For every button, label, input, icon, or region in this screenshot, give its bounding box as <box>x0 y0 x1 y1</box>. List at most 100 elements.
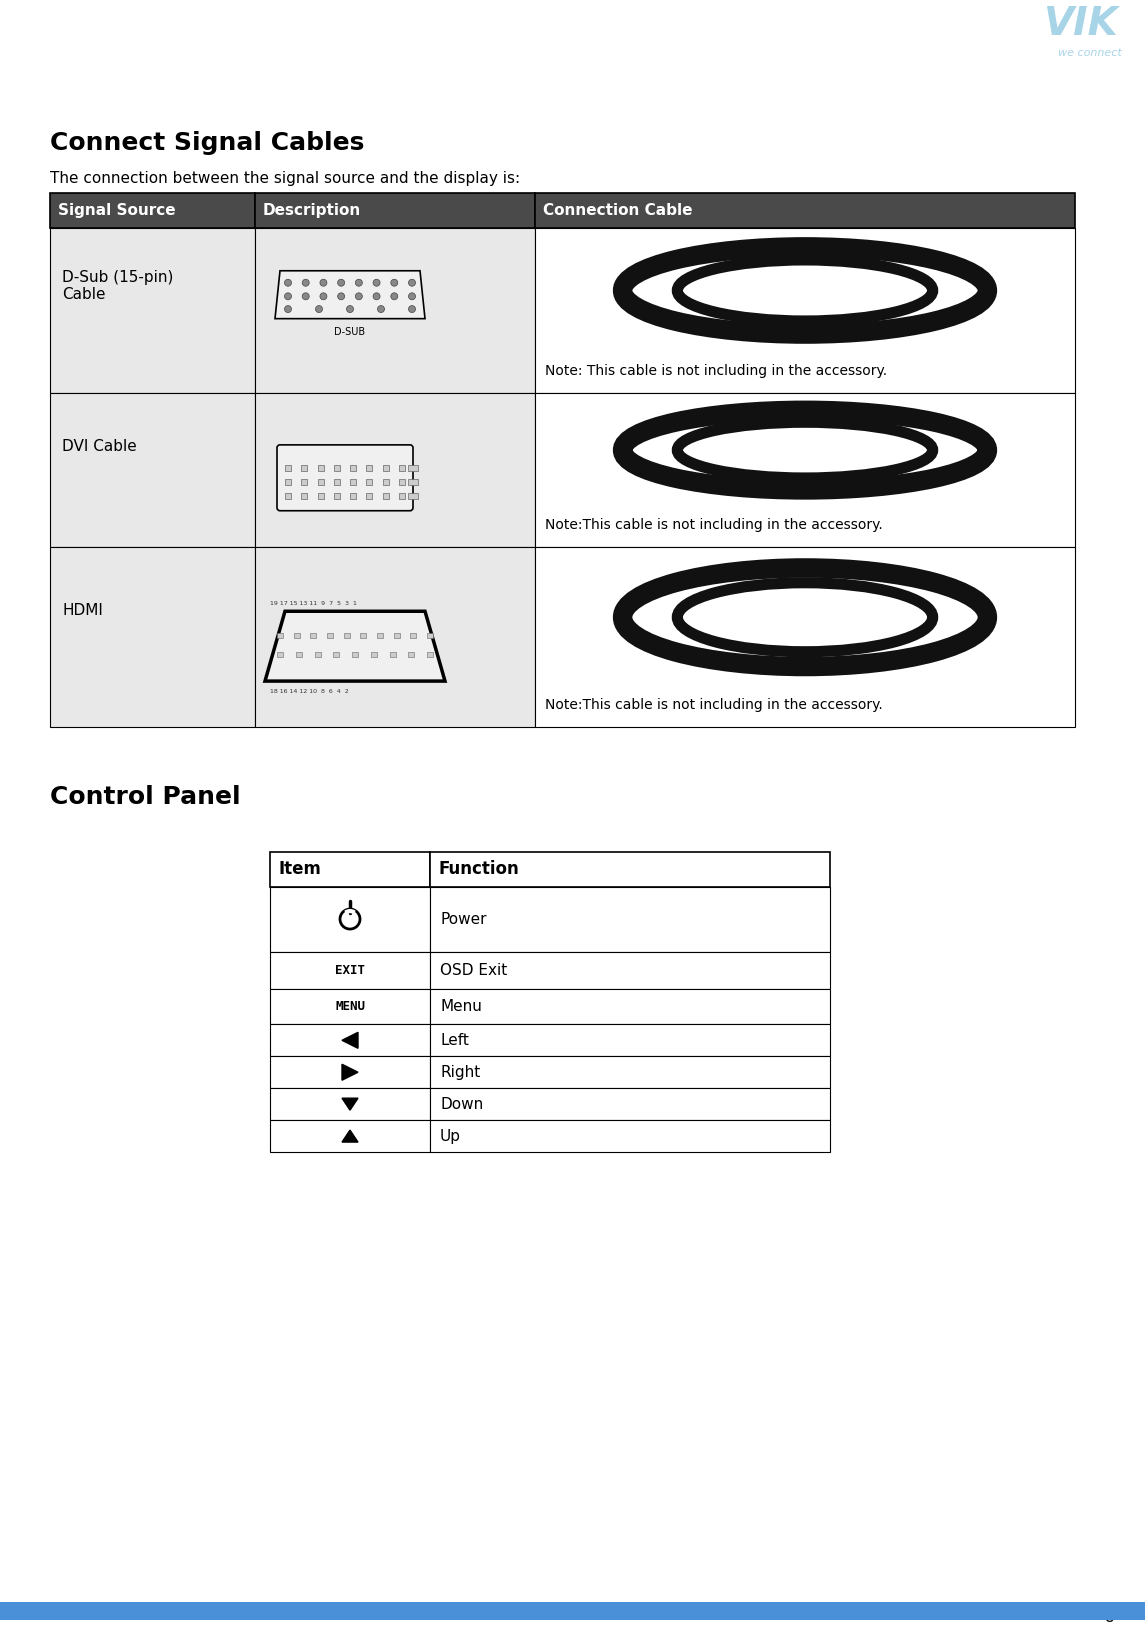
Bar <box>50 548 255 727</box>
Polygon shape <box>342 1099 358 1110</box>
Text: Function: Function <box>439 861 519 879</box>
Bar <box>431 887 830 952</box>
Bar <box>382 465 388 471</box>
Circle shape <box>319 279 327 287</box>
Bar <box>382 479 388 484</box>
Text: MENU: MENU <box>335 1001 365 1014</box>
Bar <box>431 952 830 989</box>
Bar <box>270 952 431 989</box>
Bar <box>301 492 307 499</box>
Bar <box>50 228 255 393</box>
Circle shape <box>316 305 323 313</box>
Bar <box>317 465 324 471</box>
Bar <box>255 393 535 548</box>
Bar <box>408 465 418 471</box>
Circle shape <box>302 293 309 300</box>
Circle shape <box>284 293 292 300</box>
Text: Note:This cable is not including in the accessory.: Note:This cable is not including in the … <box>545 518 883 533</box>
Text: D-Sub (15-pin)
Cable: D-Sub (15-pin) Cable <box>62 269 173 302</box>
Bar <box>352 652 358 657</box>
Bar <box>301 479 307 484</box>
Bar <box>431 1024 830 1056</box>
Bar <box>295 652 302 657</box>
Text: EXIT: EXIT <box>335 963 365 976</box>
Bar <box>285 492 291 499</box>
Circle shape <box>355 279 362 287</box>
Bar <box>270 1089 431 1120</box>
Circle shape <box>284 279 292 287</box>
Bar <box>50 393 255 548</box>
Bar <box>285 479 291 484</box>
Text: Signal Source: Signal Source <box>58 204 175 218</box>
Bar <box>389 652 395 657</box>
Circle shape <box>390 279 397 287</box>
Bar <box>535 228 1075 393</box>
Circle shape <box>302 279 309 287</box>
Bar <box>371 652 377 657</box>
Bar <box>408 492 418 499</box>
Bar <box>408 479 418 484</box>
Polygon shape <box>275 271 425 318</box>
Text: Connect Signal Cables: Connect Signal Cables <box>50 132 364 155</box>
Text: Right: Right <box>440 1064 480 1079</box>
Circle shape <box>319 293 327 300</box>
Text: Control Panel: Control Panel <box>50 784 240 808</box>
Text: Menu: Menu <box>440 999 482 1014</box>
Polygon shape <box>264 611 445 681</box>
Bar <box>334 479 340 484</box>
Text: D-SUB: D-SUB <box>334 326 365 337</box>
Text: we connect: we connect <box>1058 49 1122 59</box>
Bar <box>350 465 356 471</box>
Bar <box>270 989 431 1024</box>
Text: HDMI: HDMI <box>62 603 103 618</box>
Text: Item: Item <box>278 861 321 879</box>
Bar <box>431 1056 830 1089</box>
Polygon shape <box>342 1032 358 1048</box>
Bar <box>277 632 283 639</box>
Text: 19 17 15 13 11  9  7  5  3  1: 19 17 15 13 11 9 7 5 3 1 <box>270 601 357 606</box>
Bar <box>310 632 316 639</box>
Bar <box>270 1120 431 1152</box>
Bar <box>50 194 255 228</box>
Bar <box>317 492 324 499</box>
Polygon shape <box>342 1130 358 1143</box>
FancyBboxPatch shape <box>277 445 413 510</box>
Bar <box>255 548 535 727</box>
Text: Up: Up <box>440 1128 461 1144</box>
Bar <box>333 652 339 657</box>
Bar <box>535 194 1075 228</box>
Circle shape <box>347 305 354 313</box>
Bar <box>427 632 433 639</box>
Bar <box>398 492 405 499</box>
Bar <box>327 632 333 639</box>
Bar <box>350 492 356 499</box>
Bar <box>394 632 400 639</box>
Bar <box>431 1089 830 1120</box>
Circle shape <box>338 279 345 287</box>
Text: Note: This cable is not including in the accessory.: Note: This cable is not including in the… <box>545 363 887 378</box>
Bar <box>535 393 1075 548</box>
Bar <box>344 632 349 639</box>
Bar <box>427 652 433 657</box>
Circle shape <box>355 293 362 300</box>
Bar <box>366 479 372 484</box>
Bar <box>398 479 405 484</box>
Text: 18 16 14 12 10  8  6  4  2: 18 16 14 12 10 8 6 4 2 <box>270 689 349 694</box>
Bar <box>270 852 431 887</box>
Bar <box>255 194 535 228</box>
Bar <box>366 492 372 499</box>
Bar <box>270 1056 431 1089</box>
Text: DVI Cable: DVI Cable <box>62 440 136 455</box>
Circle shape <box>378 305 385 313</box>
Text: VIK: VIK <box>1043 5 1118 42</box>
Circle shape <box>373 293 380 300</box>
Bar <box>361 632 366 639</box>
Text: Description: Description <box>263 204 362 218</box>
Text: The connection between the signal source and the display is:: The connection between the signal source… <box>50 171 520 186</box>
Text: Power: Power <box>440 911 487 926</box>
Circle shape <box>284 305 292 313</box>
Bar <box>410 632 417 639</box>
Bar <box>293 632 300 639</box>
Bar <box>315 652 321 657</box>
Text: Down: Down <box>440 1097 483 1112</box>
